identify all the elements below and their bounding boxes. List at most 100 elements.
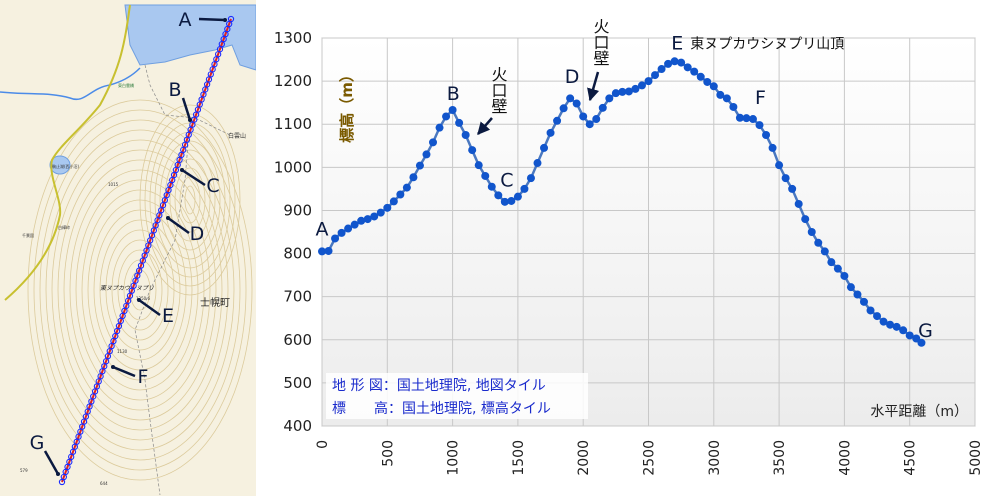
data-point (735, 113, 744, 122)
topographic-map: 士幌町 東ヌプカウシヌプリ 白雲山 駒止湖(西小沼) 白樺峠 千景園 東白雲橋 … (0, 0, 256, 496)
data-point (546, 128, 555, 137)
contour (33, 109, 247, 471)
contour (139, 104, 241, 296)
data-point (318, 247, 326, 256)
map-label: 1250.6 (136, 296, 150, 301)
data-point (422, 150, 431, 159)
data-point (879, 317, 888, 326)
source-box (326, 373, 588, 419)
arrow-icon (477, 117, 493, 135)
data-point (807, 228, 816, 236)
arrow-icon (181, 97, 192, 121)
data-point (389, 197, 398, 206)
data-point (507, 196, 516, 205)
x-tick-label: 4500 (903, 440, 919, 476)
map-label: 白樺峠 (58, 224, 70, 230)
contour (51, 139, 229, 441)
data-point (677, 58, 686, 67)
arrow-head-icon (166, 216, 170, 220)
data-point (781, 174, 790, 183)
contour (159, 140, 221, 260)
contour (45, 129, 235, 451)
boundary (134, 64, 231, 496)
point-label-f: F (755, 87, 766, 109)
point-label-a: A (316, 218, 329, 240)
map-marker-b: B (168, 79, 181, 101)
map-label: 千景園 (22, 232, 34, 238)
data-point (455, 118, 464, 127)
map-marker-c: C (206, 175, 219, 197)
data-point (559, 104, 568, 113)
data-point (448, 105, 457, 114)
peak-name-label: 東ヌプカウシヌプリ (100, 284, 154, 292)
data-point (363, 215, 372, 224)
data-point (383, 203, 392, 212)
y-tick-label: 1300 (274, 29, 312, 47)
data-point (526, 174, 535, 183)
arrow-icon (587, 71, 600, 102)
data-point (762, 131, 771, 139)
data-point (435, 123, 444, 132)
arrow-head-icon (137, 298, 141, 302)
grid (321, 37, 976, 427)
data-point (833, 264, 842, 273)
data-point (840, 271, 849, 280)
x-tick-label: 500 (380, 440, 396, 467)
contour (169, 158, 211, 242)
data-point (429, 138, 438, 147)
data-point (500, 197, 509, 206)
data-point (357, 216, 366, 225)
x-tick-label: 4000 (837, 440, 853, 476)
map-label: 1015 (108, 182, 119, 187)
contour (63, 159, 217, 421)
map-label: 1130 (117, 349, 128, 354)
map-marker-g: G (30, 432, 45, 454)
data-point (572, 99, 581, 108)
map-label: 東白雲橋 (118, 82, 134, 88)
data-point (683, 63, 692, 72)
data-point (533, 159, 542, 168)
arrow-head-icon (111, 365, 115, 369)
point-label-b: B (447, 83, 460, 105)
data-point (331, 234, 340, 243)
arrow-head-icon (188, 118, 192, 122)
data-point (605, 94, 614, 103)
data-point (566, 94, 575, 103)
data-point (344, 224, 353, 233)
y-tick-label: 1200 (274, 72, 312, 90)
map-markers: A B C D E F G (30, 9, 227, 476)
data-point (664, 59, 673, 68)
route-point (58, 478, 66, 486)
contour (111, 239, 169, 341)
data-point (553, 116, 562, 125)
contour (69, 169, 211, 411)
data-point (611, 89, 620, 98)
data-point (468, 146, 477, 155)
arrow-head-icon (180, 168, 184, 172)
data-point (853, 290, 862, 299)
data-point (461, 131, 470, 139)
data-point (670, 57, 679, 66)
map-marker-e: E (162, 305, 174, 327)
data-point (592, 115, 601, 124)
data-point (657, 65, 666, 74)
small-pond (49, 155, 71, 175)
contour (184, 185, 196, 215)
data-point (866, 306, 875, 315)
data-point (729, 102, 738, 111)
data-point (703, 77, 712, 86)
y-tick-label: 900 (283, 201, 312, 219)
x-tick-label: 1500 (511, 440, 527, 476)
data-point (494, 191, 503, 200)
data-point (324, 246, 333, 255)
map-label: 579 (20, 468, 28, 473)
y-tick-label: 1000 (274, 158, 312, 176)
arrow-head-icon (223, 18, 227, 22)
data-point (748, 115, 757, 124)
x-tick-label: 2500 (642, 440, 658, 476)
point-label-c: C (500, 169, 513, 191)
data-point (886, 320, 895, 329)
map-label: 白雲山 (228, 132, 246, 140)
data-point (618, 87, 627, 96)
data-point (794, 199, 803, 208)
